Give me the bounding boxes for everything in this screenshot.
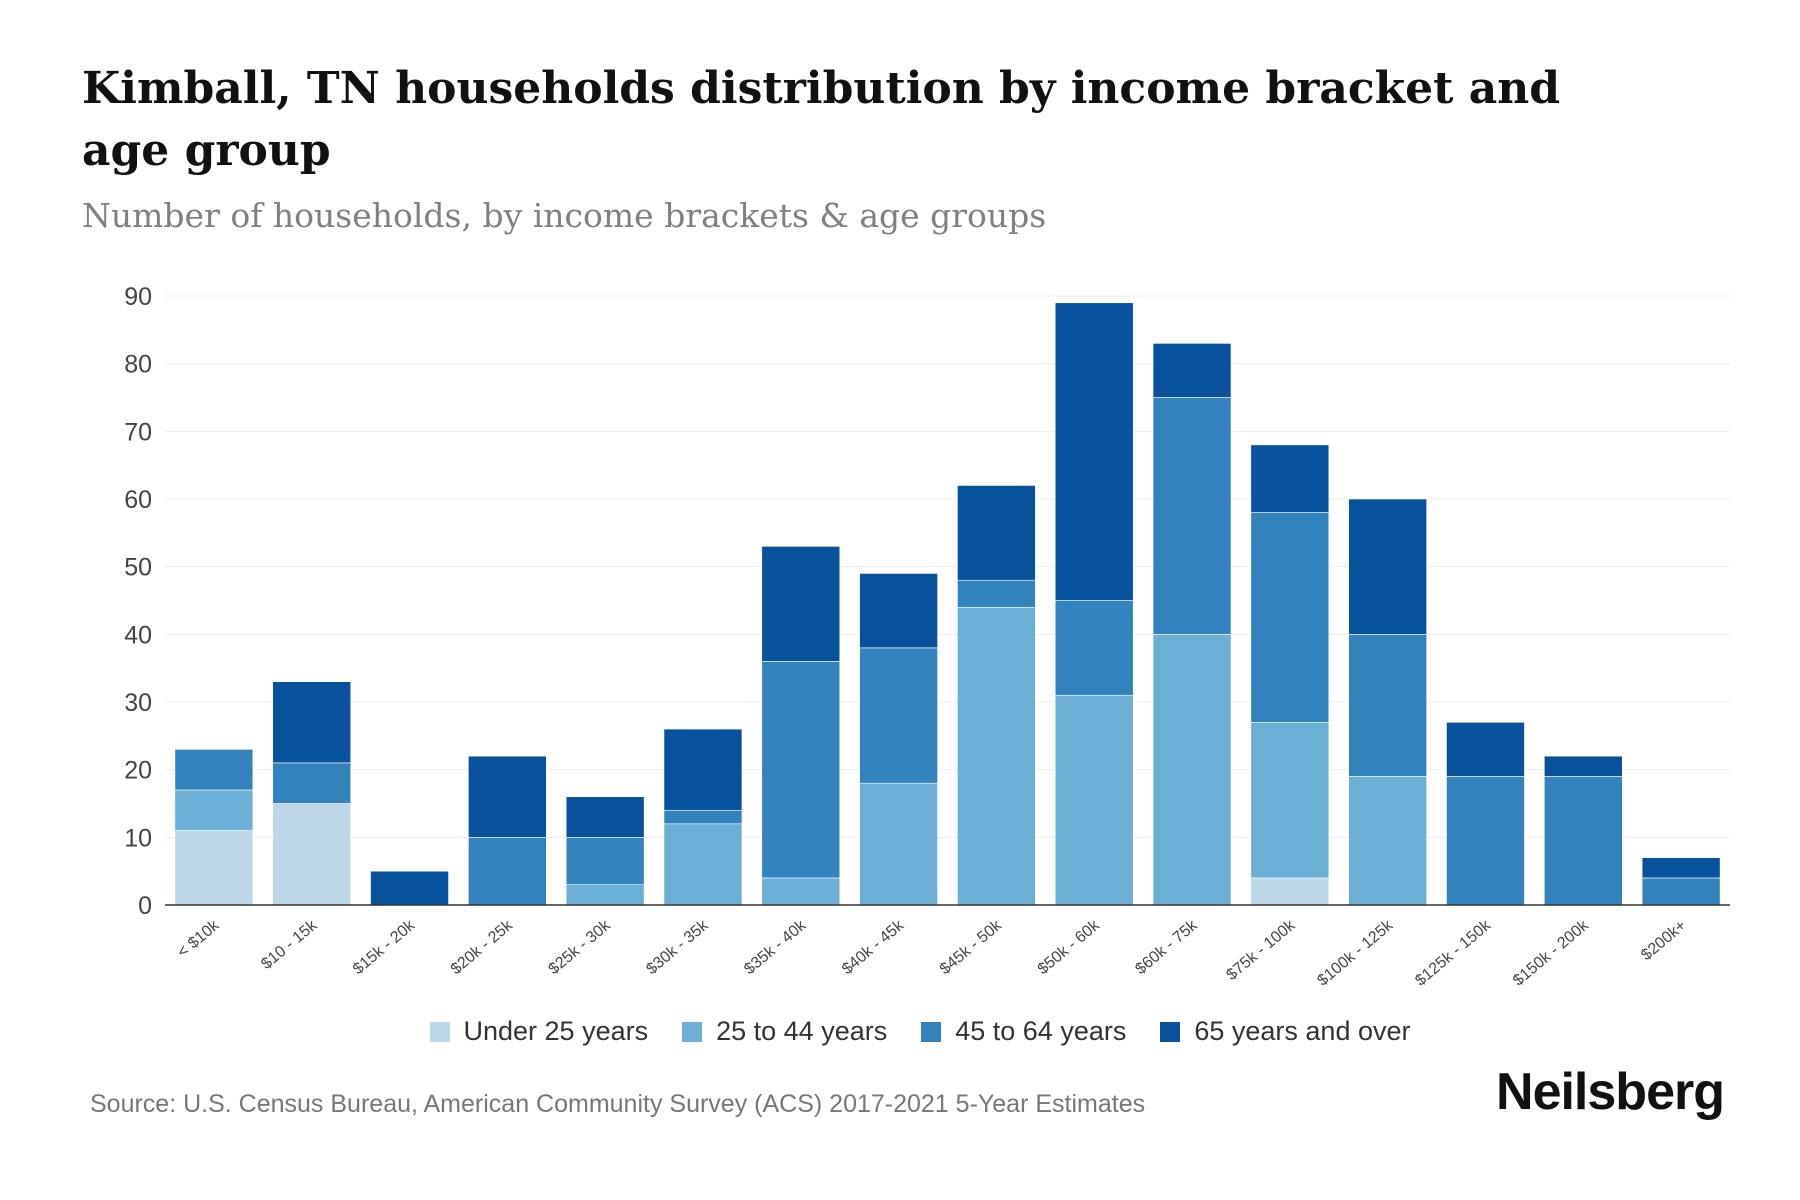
x-tick-label: < $10k	[174, 916, 223, 961]
y-tick-label: 0	[138, 892, 152, 920]
legend-item-25-to-44: 25 to 44 years	[682, 1016, 887, 1047]
bar-segment	[565, 837, 645, 885]
legend-item-65-and-over: 65 years and over	[1160, 1016, 1411, 1047]
bar-segment	[761, 546, 841, 662]
stacked-bar-chart: 0 10 20 30 40 50 60 70 80 90 < $10k $10 - 15k $15k -…	[124, 283, 1730, 990]
bar-segment	[174, 749, 254, 791]
legend-label-45-to-64: 45 to 64 years	[955, 1016, 1127, 1046]
legend-item-under-25: Under 25 years	[429, 1016, 649, 1047]
y-tick-label: 50	[124, 554, 152, 582]
bar-segment	[565, 796, 645, 838]
bar-segment	[1152, 343, 1232, 398]
x-tick-label: $20k - 25k	[448, 916, 517, 978]
legend-item-45-to-64: 45 to 64 years	[921, 1016, 1126, 1047]
bar-segment	[761, 661, 841, 879]
bar-segment	[1348, 634, 1427, 777]
x-tick-label: $100k - 125k	[1314, 916, 1397, 989]
x-tick-label: $15k - 20k	[350, 916, 419, 978]
bar-segment	[663, 809, 743, 825]
bar-segment	[1543, 776, 1623, 906]
bar-segment	[272, 681, 352, 764]
legend-swatch-under-25	[429, 1021, 450, 1042]
bar-segment	[957, 606, 1036, 906]
chart-title: Kimball, TN households distribution by i…	[82, 63, 1561, 176]
brand-logo: Neilsberg	[1496, 1063, 1725, 1121]
bar-segment	[272, 762, 352, 804]
x-tick-label: $25k - 30k	[546, 916, 615, 978]
bar-segment	[761, 877, 841, 906]
legend-swatch-65-and-over	[1160, 1021, 1181, 1042]
bar-segment	[468, 837, 547, 906]
y-tick-label: 60	[124, 486, 152, 514]
y-tick-label: 20	[124, 757, 152, 785]
legend-swatch-45-to-64	[921, 1021, 942, 1042]
bar-segment	[1152, 634, 1232, 906]
bar-segment	[1250, 721, 1330, 879]
legend-label-65-and-over: 65 years and over	[1194, 1016, 1411, 1046]
y-tick-label: 90	[124, 283, 152, 311]
chart-subtitle: Number of households, by income brackets…	[82, 196, 1047, 235]
bar-segment	[1250, 877, 1330, 906]
legend-label-under-25: Under 25 years	[463, 1016, 649, 1046]
bar-segment	[272, 803, 352, 906]
bar-segment	[1250, 444, 1330, 513]
bar-segment	[174, 830, 254, 906]
bar-segment	[1250, 512, 1330, 723]
chart-legend: Under 25 years 25 to 44 years 45 to 64 y…	[0, 1016, 1800, 1047]
bar-segment	[1348, 776, 1427, 906]
x-tick-label: $35k - 40k	[741, 916, 810, 978]
bar-segment	[663, 728, 743, 811]
y-tick-label: 30	[124, 689, 152, 717]
bar-segment	[1152, 397, 1232, 635]
bar-segment	[1641, 877, 1721, 906]
bar-segment	[859, 782, 938, 906]
bar-segment	[1446, 776, 1525, 906]
x-tick-label: $60k - 75k	[1132, 916, 1201, 978]
x-tick-label: $10 - 15k	[258, 916, 321, 973]
bar-segment	[1348, 498, 1427, 635]
bar-segment	[957, 485, 1036, 581]
bar-segment	[1054, 600, 1134, 696]
bar-segment	[174, 789, 254, 831]
source-note: Source: U.S. Census Bureau, American Com…	[90, 1090, 1146, 1118]
x-tick-label: $75k - 100k	[1223, 916, 1299, 983]
bar-segment	[1054, 302, 1134, 601]
x-tick-label: $50k - 60k	[1035, 916, 1104, 978]
bar-segment	[370, 870, 449, 906]
bar-segment	[663, 823, 743, 906]
y-tick-label: 10	[124, 824, 152, 852]
bar-segment	[1543, 755, 1623, 777]
bar-segment	[1641, 857, 1721, 879]
x-tick-label: $45k - 50k	[937, 916, 1006, 978]
x-tick-label: $125k - 150k	[1412, 916, 1495, 989]
bar-segment	[859, 573, 938, 649]
x-tick-label: $40k - 45k	[839, 916, 908, 978]
y-tick-label: 70	[124, 418, 152, 446]
bar-segment	[1054, 694, 1134, 906]
legend-swatch-25-to-44	[682, 1021, 703, 1042]
bar-segment	[859, 647, 938, 784]
bar-segment	[957, 579, 1036, 608]
bar-segment	[565, 884, 645, 906]
x-tick-label: $30k - 35k	[643, 916, 712, 978]
x-tick-label: $150k - 200k	[1510, 916, 1593, 989]
bar-segment	[468, 755, 547, 838]
x-tick-label: $200k+	[1638, 917, 1689, 964]
bar-segment	[1446, 721, 1525, 777]
y-tick-label: 40	[124, 621, 152, 649]
legend-label-25-to-44: 25 to 44 years	[716, 1016, 888, 1046]
y-tick-label: 80	[124, 351, 152, 379]
